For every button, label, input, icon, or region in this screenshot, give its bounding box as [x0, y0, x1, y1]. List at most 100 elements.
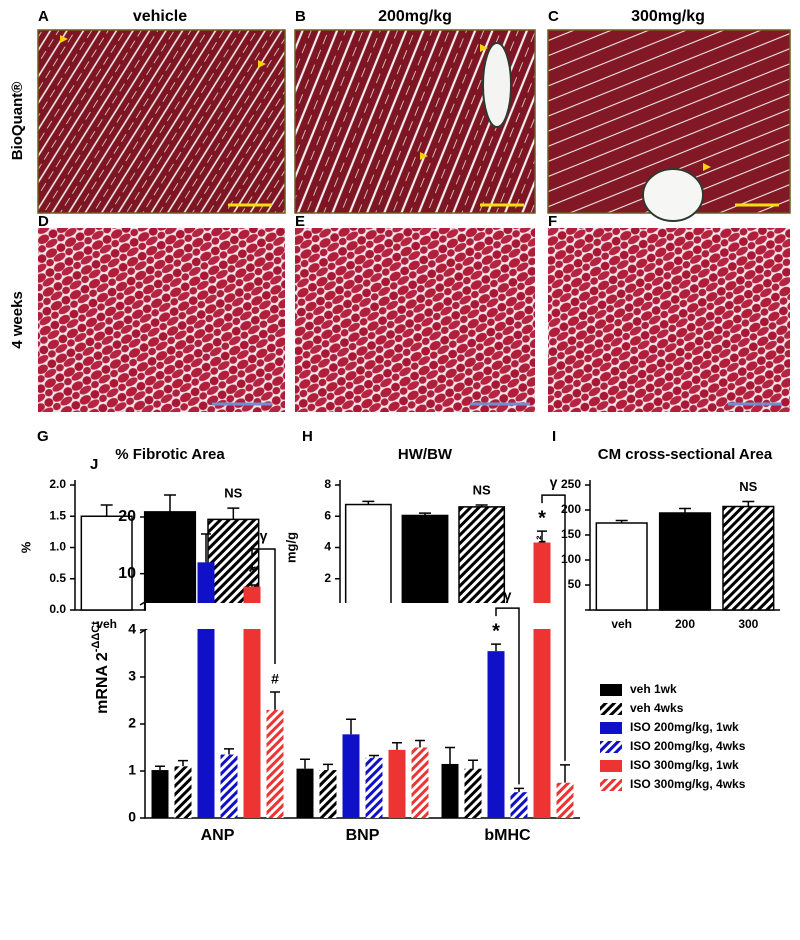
- y-tick-label: 6: [324, 508, 331, 522]
- legend-swatch: [600, 722, 622, 734]
- bar: [487, 651, 505, 818]
- error-bar: [224, 748, 234, 755]
- panel-letter: H: [302, 428, 313, 445]
- bar: [533, 542, 551, 818]
- bar: [342, 734, 360, 818]
- y-tick-label: 100: [561, 552, 581, 566]
- x-tick-label: ANP: [201, 827, 235, 844]
- error-bar: [445, 746, 455, 764]
- y-tick-label: 2.0: [49, 477, 66, 491]
- error-bar: [227, 507, 240, 520]
- micrograph: [548, 228, 790, 412]
- annotation: γ: [260, 528, 268, 544]
- micrograph: [295, 228, 535, 412]
- panel-letter: E: [295, 213, 305, 230]
- annotation: NS: [739, 479, 757, 494]
- error-bar: [346, 718, 356, 735]
- annotation: NS: [224, 486, 242, 501]
- annotation: γ: [550, 474, 558, 490]
- annotation: *: [248, 561, 256, 583]
- error-bar: [369, 754, 379, 758]
- bar: [151, 770, 169, 818]
- column-title: 300mg/kg: [631, 8, 705, 25]
- bar: [411, 747, 429, 818]
- panel-letter: J: [90, 456, 98, 473]
- error-bar: [491, 643, 501, 652]
- legend-swatch: [600, 703, 622, 715]
- micrographs: [37, 29, 791, 412]
- x-tick-label: veh: [611, 617, 632, 631]
- bar: [388, 749, 406, 818]
- legend-swatch: [600, 741, 622, 753]
- y-axis-label-main: mRNA 2: [94, 652, 111, 714]
- bar: [220, 754, 238, 818]
- x-tick-label: BNP: [346, 827, 380, 844]
- error-bar: [323, 763, 333, 771]
- y-tick-label: 4: [128, 621, 136, 637]
- column-title: vehicle: [133, 8, 187, 25]
- annotation: #: [271, 671, 279, 687]
- axis: [144, 517, 580, 819]
- error-bar: [178, 759, 188, 767]
- y-tick-label: 2: [128, 715, 136, 731]
- error-bar: [100, 504, 113, 517]
- micrograph: [37, 29, 286, 214]
- bar: [266, 709, 284, 818]
- bar: [464, 768, 482, 818]
- y-tick-label: 1: [128, 762, 136, 778]
- bar: [401, 514, 449, 611]
- x-tick-label: 200: [675, 617, 695, 631]
- bar: [243, 586, 261, 818]
- y-tick-label: 0.0: [49, 602, 66, 616]
- legend-swatch: [600, 779, 622, 791]
- annotation: *: [492, 620, 500, 642]
- vessel: [642, 168, 704, 222]
- panel-letter: A: [38, 8, 49, 25]
- bar: [441, 763, 459, 818]
- y-tick-label: 20: [118, 508, 136, 525]
- bar: [458, 506, 506, 611]
- error-bar: [468, 759, 478, 769]
- axis-break-gap: [146, 603, 581, 629]
- y-tick-label: 50: [568, 577, 582, 591]
- chart-title: CM cross-sectional Area: [598, 446, 773, 463]
- bar: [722, 505, 775, 611]
- error-bar: [537, 530, 547, 543]
- bar: [595, 522, 648, 611]
- chart-title: % Fibrotic Area: [115, 446, 225, 463]
- y-tick-label: 1.0: [49, 540, 66, 554]
- column-title: 200mg/kg: [378, 8, 452, 25]
- bar: [365, 757, 383, 818]
- error-bar: [155, 765, 165, 771]
- legend-swatch: [600, 684, 622, 696]
- bar: [174, 766, 192, 818]
- x-tick-label: veh: [96, 617, 117, 631]
- error-bar: [392, 742, 402, 750]
- annotation: NS: [473, 482, 491, 497]
- legend-label: ISO 200mg/kg, 4wks: [630, 739, 746, 753]
- y-tick-label: 200: [561, 502, 581, 516]
- y-tick-label: 0: [128, 809, 136, 825]
- y-axis-label: %: [18, 541, 33, 553]
- bar: [344, 503, 392, 611]
- legend-label: veh 4wks: [630, 701, 684, 715]
- y-axis-label-sup: -ΔΔCt: [90, 621, 102, 652]
- error-bar: [415, 739, 425, 748]
- significance-bracket: [541, 494, 566, 761]
- bar: [296, 768, 314, 818]
- panel-letter: B: [295, 8, 306, 25]
- x-tick-label: bMHC: [484, 827, 531, 844]
- y-tick-label: 250: [561, 477, 581, 491]
- panel-letter: I: [552, 428, 556, 445]
- legend-label: veh 1wk: [630, 682, 677, 696]
- micrograph: [38, 228, 285, 412]
- y-axis-label: mg/g: [283, 532, 298, 563]
- bar: [197, 562, 215, 818]
- row-label: BioQuant®: [9, 82, 26, 161]
- annotation: *: [538, 507, 546, 529]
- error-bar: [514, 787, 524, 793]
- bar: [556, 782, 574, 818]
- bar: [319, 770, 337, 818]
- error-bar: [164, 494, 176, 512]
